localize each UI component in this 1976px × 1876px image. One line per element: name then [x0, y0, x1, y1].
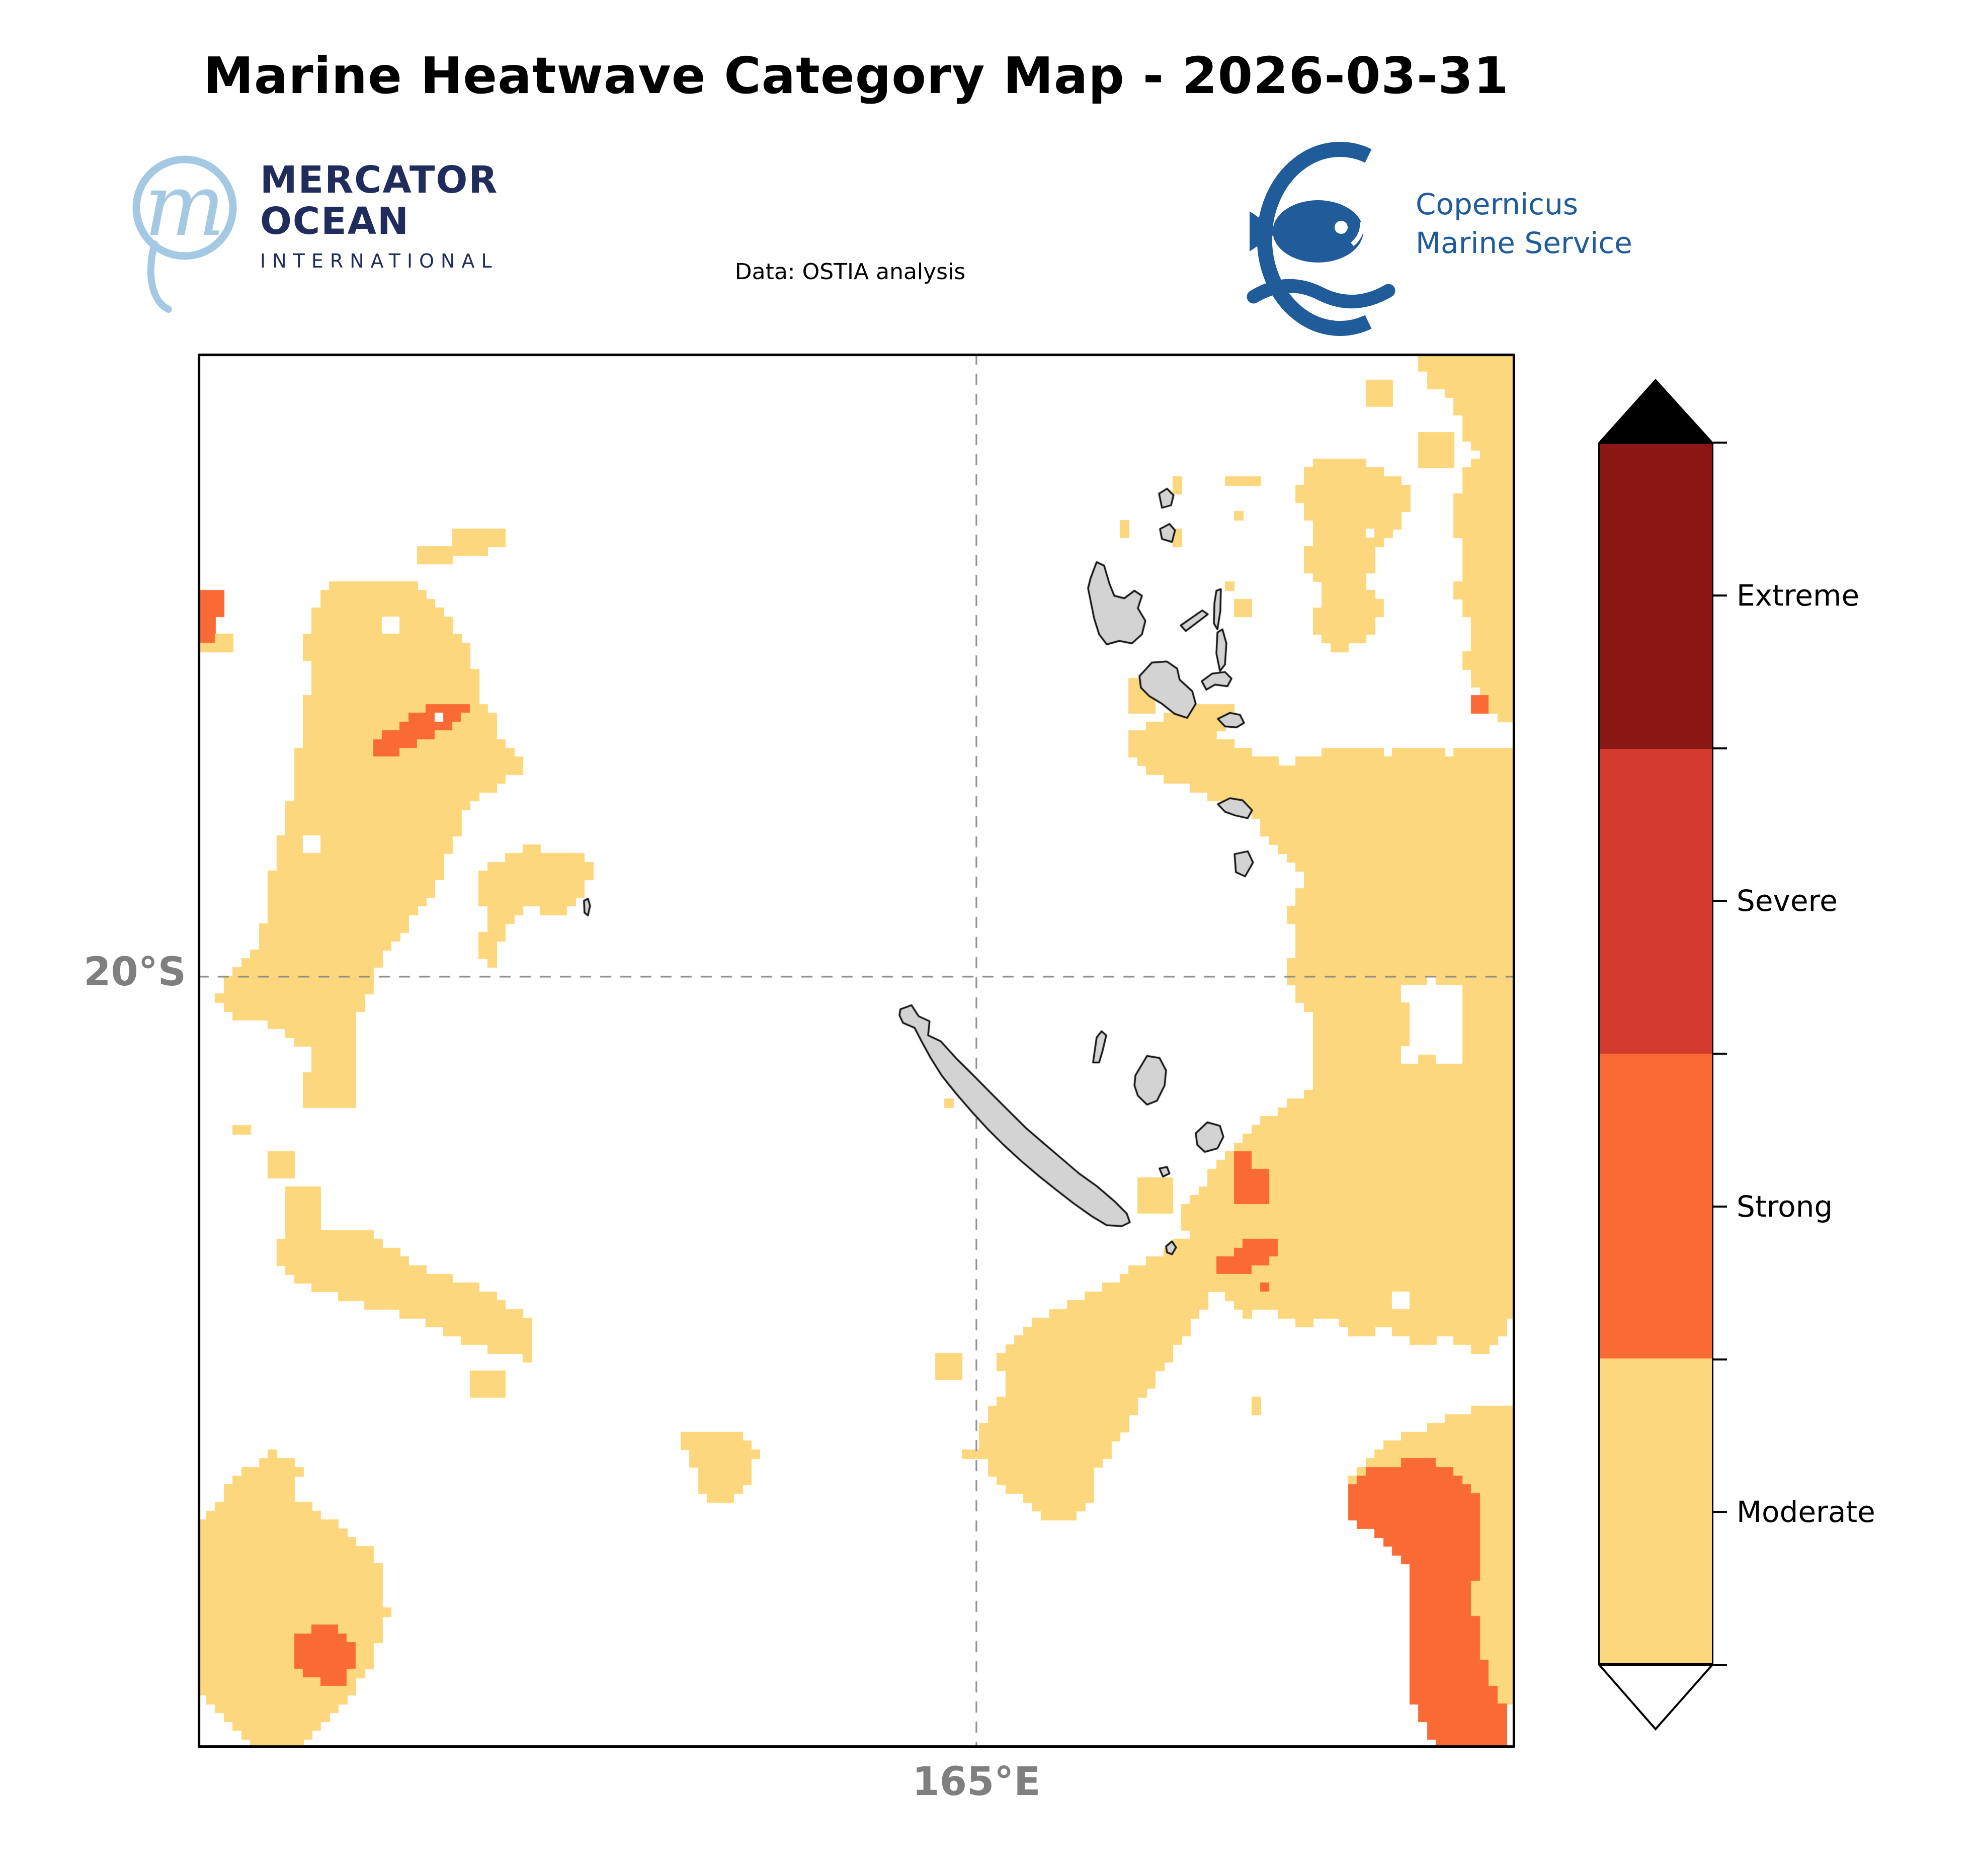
colorbar-bar	[1598, 443, 1713, 1665]
copernicus-logo: Copernicus Marine Service	[1239, 137, 1691, 343]
colorbar-label-severe: Severe	[1737, 884, 1838, 918]
colorbar-tick	[1713, 1358, 1727, 1360]
colorbar-tick	[1713, 1205, 1727, 1208]
mercator-ocean-logo: m MERCATOR OCEAN INTERNATIONAL	[128, 148, 511, 319]
colorbar-tick	[1713, 747, 1727, 749]
colorbar-tick	[1713, 1511, 1727, 1513]
colorbar-tick	[1713, 1664, 1727, 1666]
colorbar-tick	[1713, 594, 1727, 596]
mercator-word-3: INTERNATIONAL	[260, 250, 499, 272]
data-source-label: Data: OSTIA analysis	[734, 259, 966, 285]
colorbar-label-strong: Strong	[1737, 1189, 1833, 1224]
colorbar-label-extreme: Extreme	[1737, 578, 1860, 613]
colorbar-segment-moderate	[1600, 1358, 1712, 1663]
colorbar-segment-severe	[1600, 749, 1712, 1054]
colorbar-tick	[1713, 442, 1727, 444]
figure-title: Marine Heatwave Category Map - 2026-03-3…	[203, 46, 1509, 105]
mercator-word-2: OCEAN	[260, 200, 409, 243]
svg-text:m: m	[144, 156, 225, 255]
copernicus-word-1: Copernicus	[1416, 187, 1579, 221]
colorbar-segment-extreme	[1600, 444, 1712, 749]
colorbar-over-arrow	[1598, 379, 1713, 443]
mercator-word-1: MERCATOR	[260, 158, 499, 202]
map-canvas	[198, 354, 1515, 1748]
colorbar-tick	[1713, 900, 1727, 902]
colorbar-tick	[1713, 1053, 1727, 1055]
mercator-monogram-icon: m	[132, 155, 237, 313]
copernicus-fish-icon	[1247, 142, 1395, 336]
colorbar-label-moderate: Moderate	[1737, 1495, 1875, 1529]
copernicus-word-2: Marine Service	[1416, 226, 1632, 260]
colorbar-under-arrow	[1598, 1665, 1713, 1731]
colorbar-segment-strong	[1600, 1054, 1712, 1358]
x-axis-tick-label: 165°E	[912, 1759, 1041, 1805]
y-axis-tick-label: 20°S	[84, 950, 186, 995]
